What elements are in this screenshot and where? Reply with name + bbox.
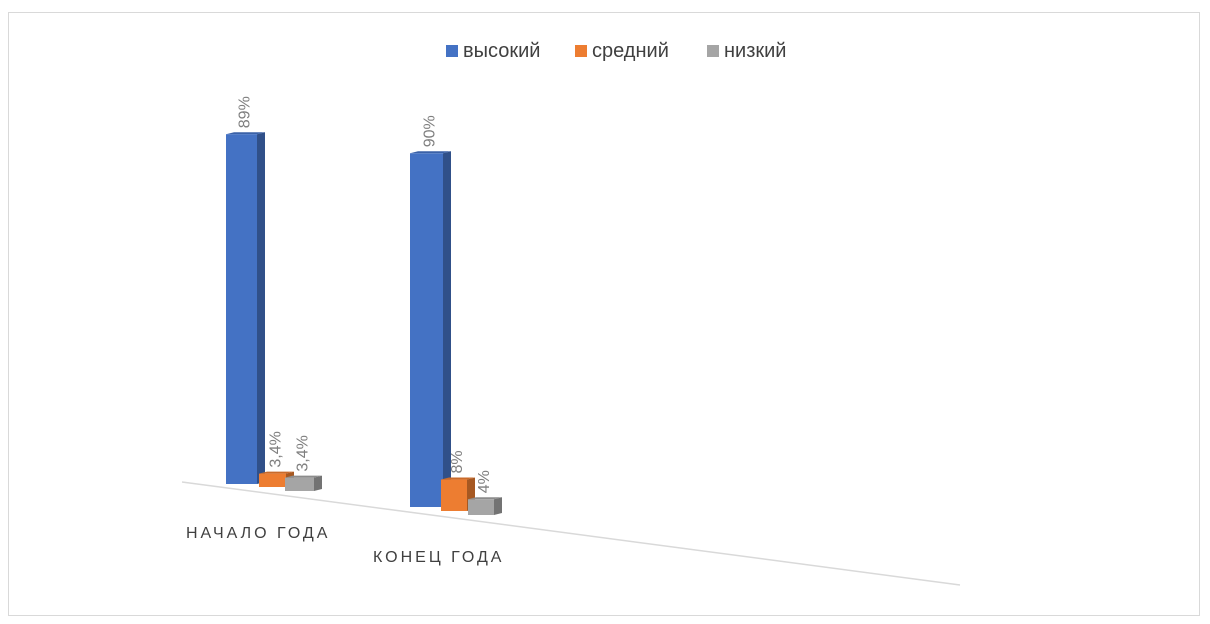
data-label-1-1: 89% <box>237 96 254 128</box>
data-label-2-1: 90% <box>422 115 439 147</box>
bar-2-1 <box>410 151 451 508</box>
legend-label-1: высокий <box>463 40 540 62</box>
axis-floor-line <box>181 481 961 586</box>
bar-1-1 <box>226 132 265 485</box>
legend-swatch-1 <box>446 45 458 57</box>
legend-swatch-2 <box>575 45 587 57</box>
legend-label-2: средний <box>592 40 669 62</box>
bar-1-3 <box>285 475 322 491</box>
data-label-2-2: 8% <box>449 450 466 473</box>
legend-label-3: низкий <box>724 40 786 62</box>
data-label-1-2: 3,4% <box>268 431 285 467</box>
legend-swatch-3 <box>707 45 719 57</box>
category-label-1: НАЧАЛО ГОДА <box>186 525 330 542</box>
data-label-1-3: 3,4% <box>295 435 312 471</box>
category-label-2: КОНЕЦ ГОДА <box>373 549 504 566</box>
data-label-2-3: 4% <box>476 470 493 493</box>
chart-area <box>8 12 1200 616</box>
bar-2-3 <box>468 497 502 515</box>
